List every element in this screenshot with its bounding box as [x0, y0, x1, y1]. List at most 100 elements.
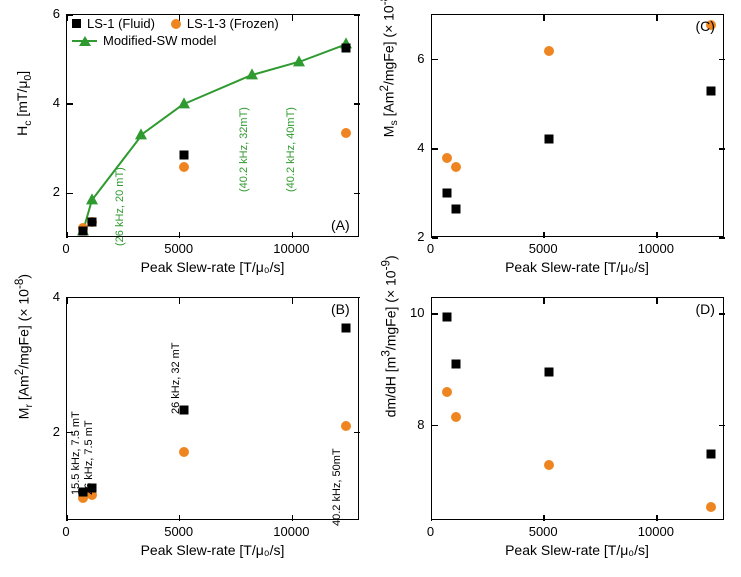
model-line-segment [184, 74, 252, 105]
tick-label-x: 5000 [154, 524, 204, 539]
tick-y [432, 148, 438, 150]
tick-label-x: 0 [406, 524, 456, 539]
model-marker [178, 98, 190, 109]
circle-icon [171, 19, 181, 29]
tick-label-y: 4 [401, 140, 425, 155]
fluid-marker [706, 86, 715, 95]
tick-label-x: 0 [41, 241, 91, 256]
annotation: 26 kHz, 7.5 mT [83, 421, 95, 496]
legend-row-model: Modified-SW model [72, 33, 279, 48]
y-axis-label: Hc [mT/μ0] [14, 119, 34, 135]
model-marker [293, 55, 305, 66]
tick-x [292, 298, 294, 304]
tick-y [432, 425, 438, 427]
tick-label-x: 5000 [518, 241, 568, 256]
tick-y [67, 297, 73, 299]
tick-label-y: 4 [36, 289, 60, 304]
tick-y [354, 193, 360, 195]
fluid-marker [544, 134, 553, 143]
annotation: (40.2 kHz, 32mT) [238, 107, 250, 192]
annotation: 15.5 kHz, 7.5 mT [70, 412, 82, 496]
tick-label-x: 5000 [154, 241, 204, 256]
tick-y [719, 425, 725, 427]
annotation: 26 kHz, 32 mT [170, 343, 182, 415]
legend-row-fluid-frozen: LS-1 (Fluid) LS-1-3 (Frozen) [72, 16, 279, 31]
tick-label-y: 6 [36, 6, 60, 21]
tick-y [719, 148, 725, 150]
tick-y [432, 59, 438, 61]
legend-label-fluid: LS-1 (Fluid) [87, 16, 155, 31]
tick-y [354, 297, 360, 299]
tick-x [431, 232, 433, 238]
frozen-marker [451, 162, 461, 172]
legend-label-frozen: LS-1-3 (Frozen) [187, 16, 279, 31]
panel-letter: (B) [331, 301, 350, 317]
frozen-marker [179, 447, 189, 457]
fluid-marker [452, 205, 461, 214]
tick-y [354, 432, 360, 434]
annotation: (26 kHz, 20 mT) [114, 167, 126, 246]
frozen-marker [706, 502, 716, 512]
tick-label-y: 8 [401, 417, 425, 432]
tick-label-x: 5000 [518, 524, 568, 539]
tick-x [543, 232, 545, 238]
panel-b: 15.5 kHz, 7.5 mT26 kHz, 7.5 mT 26 kHz, 32… [8, 291, 369, 570]
line-icon [72, 40, 97, 42]
tick-y [354, 103, 360, 105]
y-axis-label: Mr [Am2/mgFe] (× 10-8) [13, 403, 35, 419]
annotation: (40.2 kHz, 40mT) [285, 107, 297, 192]
x-axis-label: Peak Slew-rate [T/μ₀/s] [123, 259, 303, 275]
panel-d: 8100500010000dm/dH [m3/mgFe] (× 10-9)Pea… [373, 291, 734, 570]
panel-a: (26 kHz, 20 mT) (40.2 kHz, 32mT) (40.2 kHz… [8, 8, 369, 287]
x-axis-label: Peak Slew-rate [T/μ₀/s] [487, 542, 667, 558]
fluid-marker [87, 218, 96, 227]
panel-letter: (D) [696, 301, 715, 317]
panel-letter: (A) [331, 217, 350, 233]
y-axis-label: Ms [Am2/mgFe] (× 10-8) [377, 121, 399, 137]
frozen-marker [341, 128, 351, 138]
plot-area-b: 15.5 kHz, 7.5 mT26 kHz, 7.5 mT 26 kHz, 32… [66, 297, 359, 520]
fluid-marker [544, 367, 553, 376]
tick-x [656, 298, 658, 304]
model-marker [86, 193, 98, 204]
frozen-marker [442, 153, 452, 163]
tick-x [431, 515, 433, 521]
tick-label-x: 10000 [266, 241, 316, 256]
legend-label-model: Modified-SW model [103, 33, 216, 48]
y-axis-label: dm/dH [m3/mgFe] (× 10-9) [379, 401, 398, 417]
frozen-marker [341, 421, 351, 431]
panel-letter: (C) [696, 18, 715, 34]
tick-y [719, 313, 725, 315]
tick-label-x: 0 [41, 524, 91, 539]
tick-x [543, 298, 545, 304]
triangle-icon [79, 36, 91, 46]
tick-label-x: 10000 [631, 524, 681, 539]
tick-x [66, 15, 68, 21]
fluid-marker [452, 360, 461, 369]
square-icon [72, 19, 81, 28]
fluid-marker [342, 323, 351, 332]
tick-y [354, 14, 360, 16]
tick-x [179, 298, 181, 304]
tick-y [67, 193, 73, 195]
plot-area-d [431, 297, 724, 520]
panel-c: 2460500010000Ms [Am2/mgFe] (× 10-8)Peak … [373, 8, 734, 287]
tick-x [431, 298, 433, 304]
frozen-marker [179, 162, 189, 172]
fluid-marker [78, 227, 87, 236]
tick-label-y: 2 [36, 184, 60, 199]
tick-x [292, 515, 294, 521]
tick-x [66, 232, 68, 238]
tick-x [543, 15, 545, 21]
tick-x [292, 15, 294, 21]
model-marker [246, 69, 258, 80]
tick-x [179, 515, 181, 521]
tick-y [719, 237, 725, 239]
tick-label-x: 10000 [266, 524, 316, 539]
x-axis-label: Peak Slew-rate [T/μ₀/s] [123, 542, 303, 558]
plot-area-c [431, 14, 724, 237]
tick-y [432, 237, 438, 239]
tick-x [431, 15, 433, 21]
annotation: 40.2 kHz, 50mT [331, 448, 343, 526]
tick-label-y: 4 [36, 95, 60, 110]
